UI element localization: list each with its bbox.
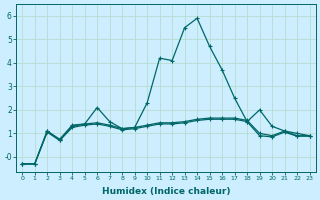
X-axis label: Humidex (Indice chaleur): Humidex (Indice chaleur) bbox=[102, 187, 230, 196]
